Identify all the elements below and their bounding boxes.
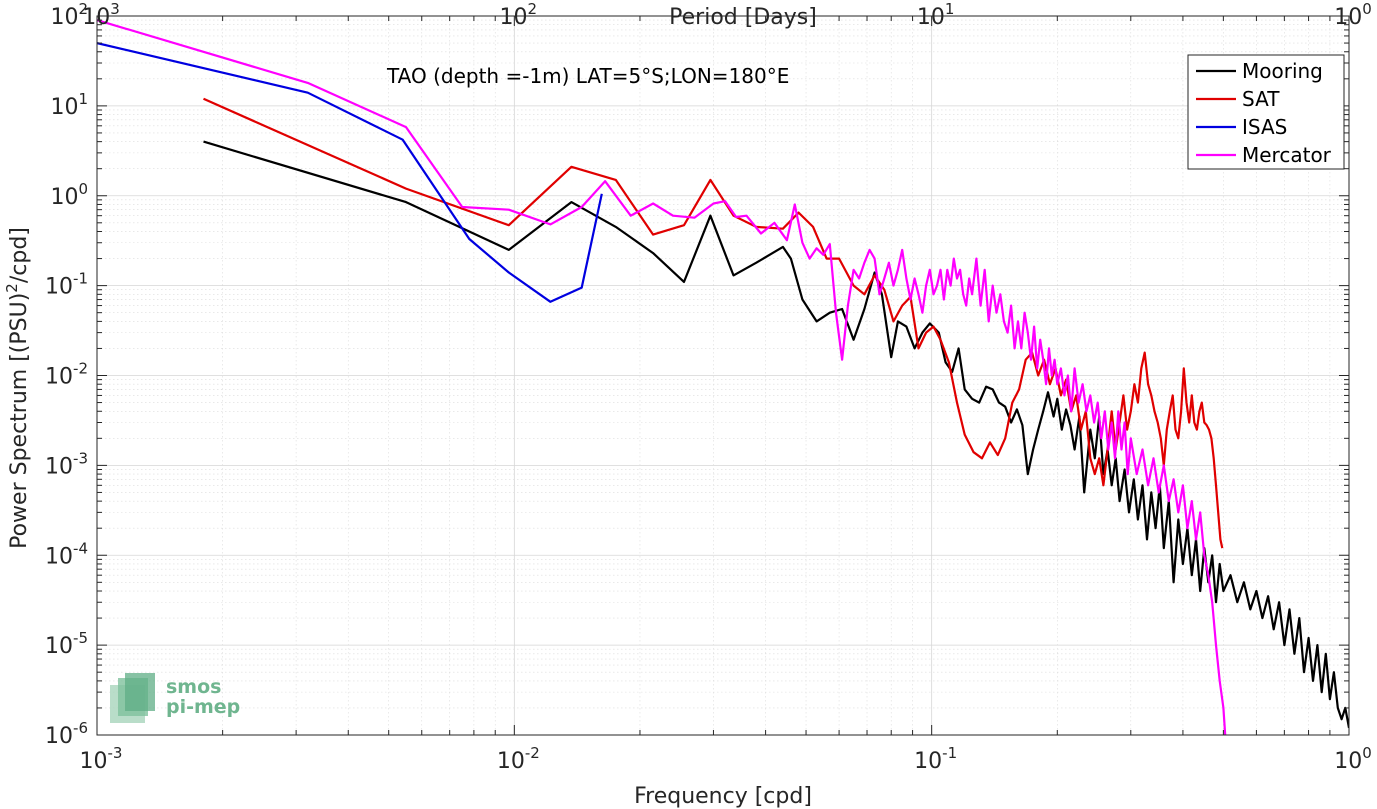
y-tick-label-exp: -4 [73,539,88,557]
y-tick-label-base: 10 [45,634,73,659]
minor-grid [97,16,1349,735]
logo-text-pi-mep: pi-mep [166,696,240,718]
period-tick-label: 102 [500,0,538,30]
x-tick-label-exp: -3 [108,744,123,762]
y-tick-label: 102 [50,0,88,30]
x-tick-label: 100 [1334,744,1372,774]
y-tick-label: 10-2 [45,360,88,390]
period-axis-title: Period [Days] [669,5,817,30]
period-tick-label-exp: 0 [1362,0,1372,18]
period-tick-label-exp: 2 [528,0,538,18]
y-tick-label-exp: 0 [78,180,88,198]
y-tick-label-exp: -1 [73,270,88,288]
y-tick-label-base: 10 [50,5,78,30]
period-tick-label: 100 [1334,0,1372,30]
logo-mark-front [125,673,155,711]
x-tick-label-base: 10 [1334,749,1362,774]
legend-box [1187,54,1345,170]
x-tick-label-exp: 0 [1362,744,1372,762]
y-tick-label-base: 10 [50,95,78,120]
y-tick-label: 100 [50,180,88,210]
x-tick-label-base: 10 [497,749,525,774]
period-tick-label-exp: 1 [945,0,955,18]
y-axis-title-sup: 2 [3,283,21,293]
y-tick-label-exp: -6 [73,719,88,737]
x-tick-label: 10-1 [914,744,957,774]
y-tick-label-base: 10 [45,454,73,479]
period-tick-label-base: 10 [82,5,110,30]
x-axis-title: Frequency [cpd] [634,784,812,809]
y-tick-label-exp: -3 [73,449,88,467]
y-tick-label: 10-4 [45,539,88,569]
y-axis-title-main: Power Spectrum [(PSU) [7,293,32,549]
legend-label-isas: ISAS [1242,115,1287,139]
x-tick-labels: 10-3 10-2 10-1 100 [80,744,1372,774]
period-tick-label-base: 10 [500,5,528,30]
period-tick-labels: 103 102 101 100 [82,0,1372,30]
y-tick-label-exp: 1 [78,90,88,108]
period-tick-label-exp: 3 [110,0,120,18]
y-tick-label-exp: -2 [73,360,88,378]
y-tick-label: 10-1 [45,270,88,300]
y-tick-label-base: 10 [45,275,73,300]
x-tick-label: 10-3 [80,744,123,774]
y-tick-label-exp: -5 [73,629,88,647]
y-tick-label: 10-6 [45,719,88,749]
y-axis-title-unit: /cpd] [7,227,32,283]
legend-label-mercator: Mercator [1242,143,1332,167]
legend-label-mooring: Mooring [1242,59,1323,83]
y-tick-label-base: 10 [45,724,73,749]
period-tick-label-base: 10 [1334,5,1362,30]
logo-text-smos: smos [166,676,221,698]
x-tick-label: 10-2 [497,744,540,774]
x-tick-label-exp: -2 [525,744,540,762]
x-tick-label-base: 10 [80,749,108,774]
x-tick-label-base: 10 [914,749,942,774]
period-tick-label-base: 10 [917,5,945,30]
series-line-mercator [97,19,1227,735]
y-axis-title: Power Spectrum [(PSU)2/cpd] [3,227,32,549]
y-tick-label: 10-3 [45,449,88,479]
legend: Mooring SAT ISAS Mercator [1187,54,1345,170]
y-tick-label-base: 10 [50,185,78,210]
y-tick-label-base: 10 [45,365,73,390]
x-tick-label-exp: -1 [942,744,957,762]
series-line-sat [203,97,1224,549]
y-tick-label: 10-5 [45,629,88,659]
smos-pi-mep-logo: smos pi-mep [110,673,240,723]
period-tick-label: 103 [82,0,120,30]
y-tick-label-exp: 2 [78,0,88,18]
series-line-isas [97,42,603,303]
period-tick-label: 101 [917,0,955,30]
ticks-layer [96,15,1350,736]
legend-label-sat: SAT [1242,87,1280,111]
station-annotation: TAO (depth =-1m) LAT=5°S;LON=180°E [386,64,789,88]
y-tick-label: 101 [50,90,88,120]
series-layer [97,19,1349,735]
y-tick-label-base: 10 [45,544,73,569]
